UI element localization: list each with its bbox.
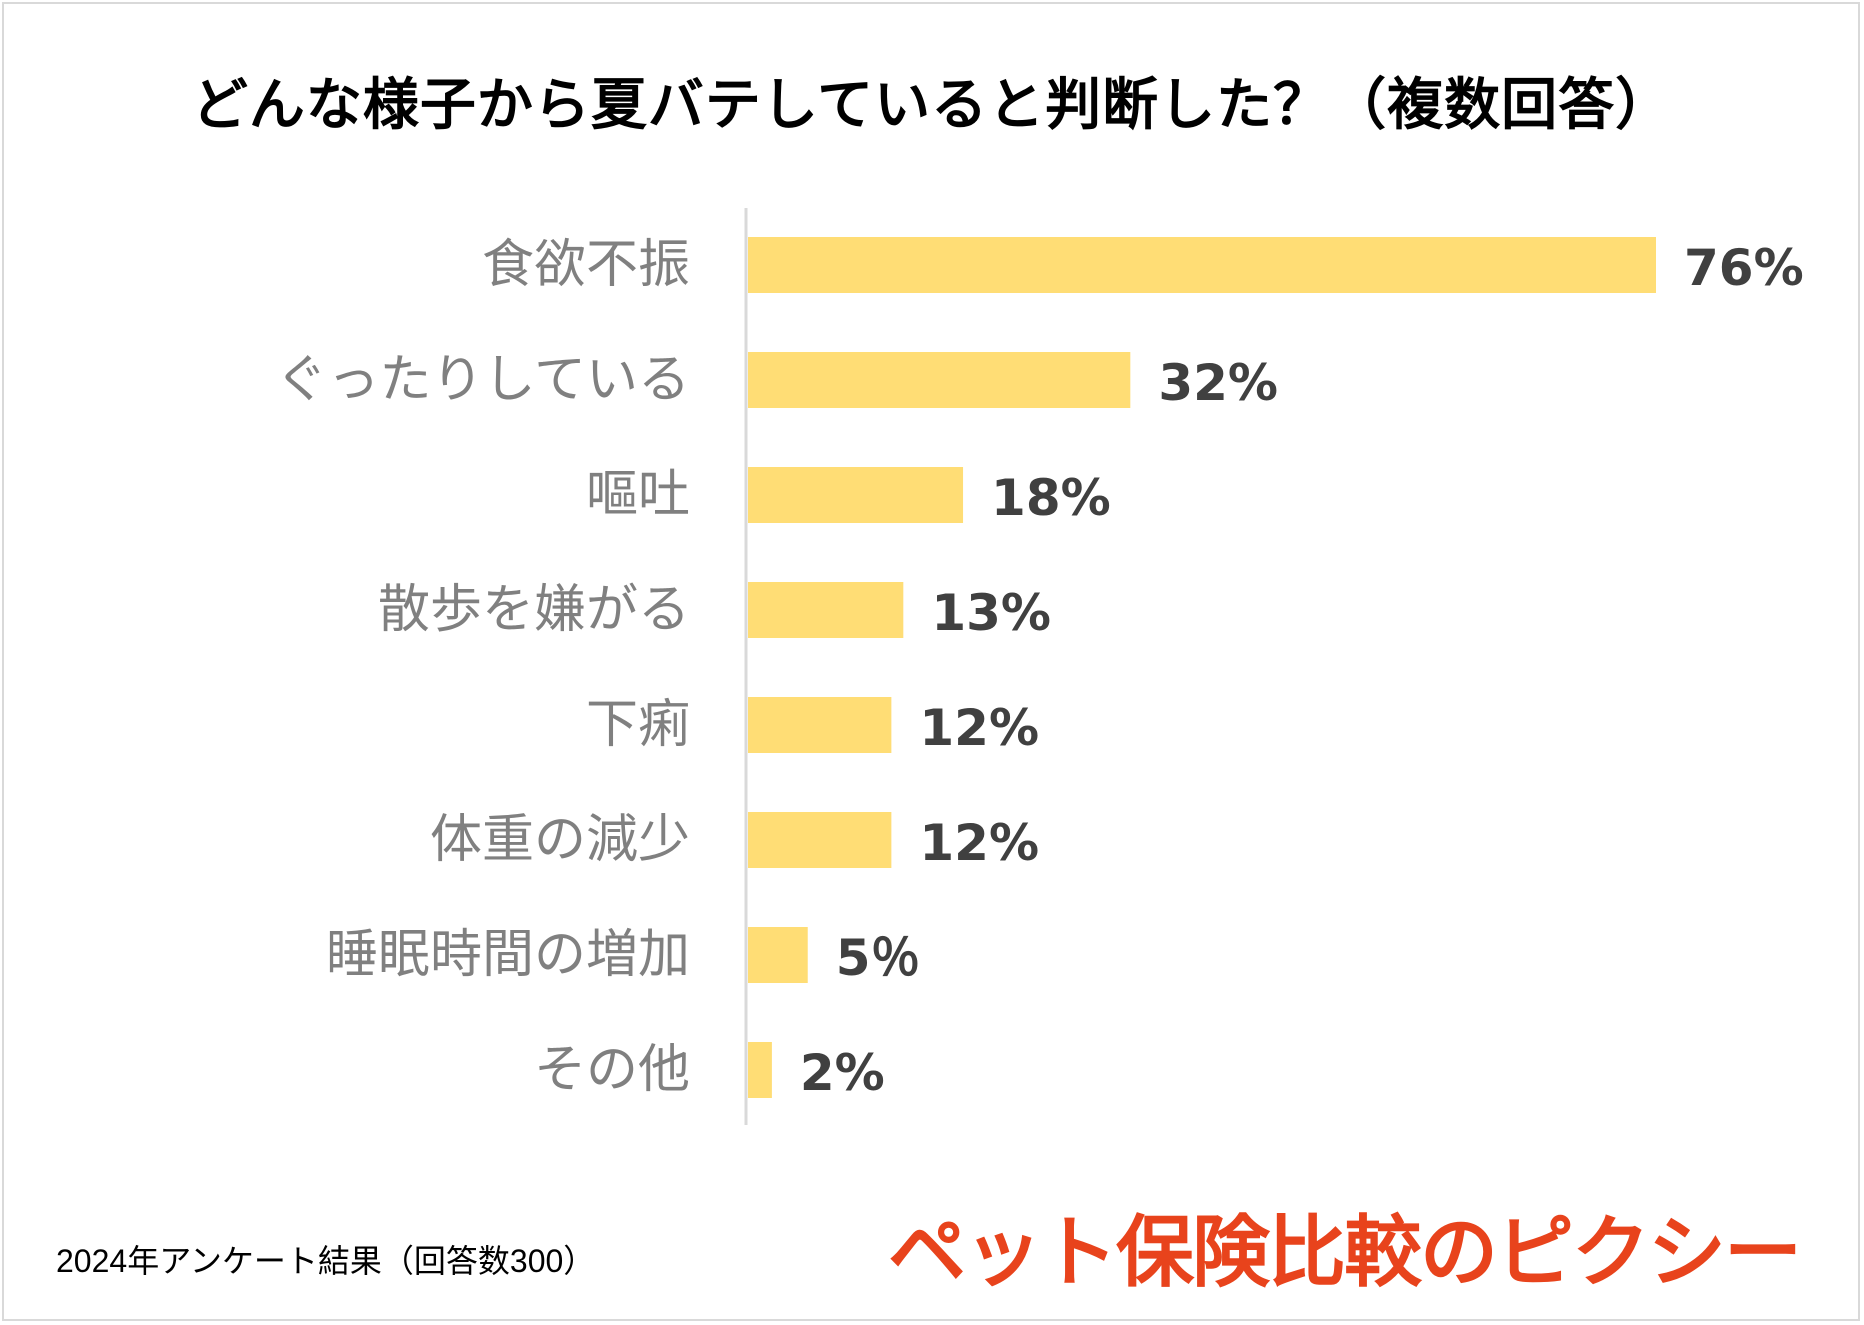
value-label: 76% xyxy=(1684,239,1804,297)
category-label: 散歩を嫌がる xyxy=(378,580,690,640)
bar xyxy=(748,352,1131,408)
bar xyxy=(748,467,964,523)
value-label: 2% xyxy=(800,1044,885,1102)
category-label: 睡眠時間の増加 xyxy=(326,925,690,985)
bar xyxy=(748,927,808,983)
value-label: 5％ xyxy=(836,929,921,987)
survey-footnote: 2024年アンケート結果（回答数300） xyxy=(56,1243,596,1279)
bar xyxy=(748,582,904,638)
bar xyxy=(748,812,892,868)
category-label: ぐったりしている xyxy=(276,350,690,410)
bar xyxy=(748,1042,772,1098)
value-label: 13% xyxy=(931,584,1051,642)
category-label: 嘔吐 xyxy=(586,465,690,525)
bar xyxy=(748,697,892,753)
category-label: 下痢 xyxy=(586,695,690,755)
category-label: 体重の減少 xyxy=(430,810,690,870)
category-label: 食欲不振 xyxy=(482,235,690,295)
value-label: 32% xyxy=(1158,354,1278,412)
value-label: 18% xyxy=(991,469,1111,527)
brand-logo: ペット保険比較のピクシー xyxy=(888,1208,1802,1298)
bar xyxy=(748,237,1656,293)
value-label: 12% xyxy=(919,699,1039,757)
chart-title: どんな様子から夏バテしていると判断した？（複数回答） xyxy=(191,73,1673,138)
value-label: 12% xyxy=(919,814,1039,872)
category-label: その他 xyxy=(534,1040,690,1100)
